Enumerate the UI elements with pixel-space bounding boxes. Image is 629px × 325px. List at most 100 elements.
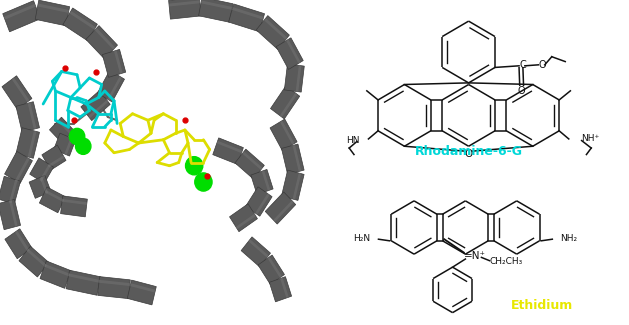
Polygon shape [265,192,296,224]
Polygon shape [286,39,301,63]
Polygon shape [53,133,75,156]
Polygon shape [296,65,301,92]
Polygon shape [48,155,65,167]
Polygon shape [69,274,100,283]
Polygon shape [81,91,110,121]
Polygon shape [4,151,33,183]
Polygon shape [28,131,36,158]
Circle shape [195,173,212,191]
Polygon shape [251,169,273,195]
Polygon shape [30,158,53,183]
Polygon shape [97,277,130,299]
Polygon shape [64,138,73,155]
Text: HN: HN [346,136,359,145]
Polygon shape [2,76,32,110]
Polygon shape [3,1,40,32]
Circle shape [186,157,203,175]
Polygon shape [16,128,40,158]
Polygon shape [63,8,97,41]
Polygon shape [60,196,87,217]
Polygon shape [213,138,243,164]
Polygon shape [280,278,289,298]
Polygon shape [169,0,201,19]
Polygon shape [258,255,284,284]
Text: O: O [464,150,473,159]
Polygon shape [66,270,101,295]
Polygon shape [248,239,269,258]
Polygon shape [274,201,294,222]
Text: H₂N: H₂N [353,234,370,243]
Text: Rhodamine-6-G: Rhodamine-6-G [415,145,523,158]
Polygon shape [114,50,123,74]
Polygon shape [15,231,30,252]
Polygon shape [169,0,200,6]
Text: NH₂: NH₂ [560,234,577,243]
Polygon shape [0,199,21,230]
Polygon shape [86,26,118,59]
Polygon shape [276,38,303,70]
Circle shape [69,128,85,145]
Polygon shape [29,176,51,198]
Polygon shape [241,237,270,267]
Polygon shape [280,93,298,117]
Text: O: O [518,86,525,96]
Polygon shape [42,145,66,170]
Text: Ethidium: Ethidium [511,299,574,312]
Polygon shape [264,18,287,40]
Polygon shape [201,1,232,10]
Text: =N⁺: =N⁺ [464,251,486,261]
Polygon shape [282,144,304,175]
Polygon shape [280,121,294,145]
Polygon shape [26,249,47,267]
Polygon shape [58,119,72,134]
Polygon shape [19,246,49,277]
Polygon shape [0,176,21,204]
Polygon shape [95,28,115,50]
Polygon shape [62,199,87,205]
Polygon shape [12,78,30,102]
Polygon shape [40,164,51,182]
Polygon shape [97,70,125,102]
Polygon shape [28,102,36,129]
Polygon shape [282,170,304,201]
Polygon shape [230,204,257,232]
Polygon shape [70,11,96,30]
Polygon shape [246,187,272,216]
Polygon shape [9,200,18,227]
Polygon shape [40,261,71,288]
Circle shape [75,138,91,154]
Text: O: O [538,60,547,70]
Polygon shape [217,141,242,153]
Polygon shape [256,16,289,49]
Polygon shape [270,119,297,151]
Polygon shape [88,100,108,118]
Polygon shape [9,180,18,203]
Polygon shape [284,64,304,92]
Polygon shape [199,0,233,22]
Polygon shape [45,190,64,202]
Polygon shape [232,7,264,20]
Polygon shape [44,264,70,276]
Text: C: C [520,60,526,70]
Polygon shape [236,214,256,229]
Polygon shape [242,151,262,170]
Polygon shape [269,277,292,302]
Text: NH⁺: NH⁺ [581,134,599,143]
Polygon shape [103,49,126,77]
Polygon shape [35,0,70,26]
Polygon shape [127,280,156,305]
Polygon shape [4,4,36,20]
Polygon shape [108,76,122,100]
Polygon shape [40,176,48,194]
Polygon shape [255,193,270,215]
Polygon shape [262,170,270,191]
Polygon shape [228,4,265,32]
Polygon shape [15,158,30,182]
Polygon shape [38,4,69,13]
Polygon shape [267,257,282,278]
Polygon shape [40,187,65,213]
Polygon shape [5,229,32,259]
Polygon shape [16,102,40,132]
Polygon shape [292,145,301,172]
Polygon shape [292,173,301,200]
